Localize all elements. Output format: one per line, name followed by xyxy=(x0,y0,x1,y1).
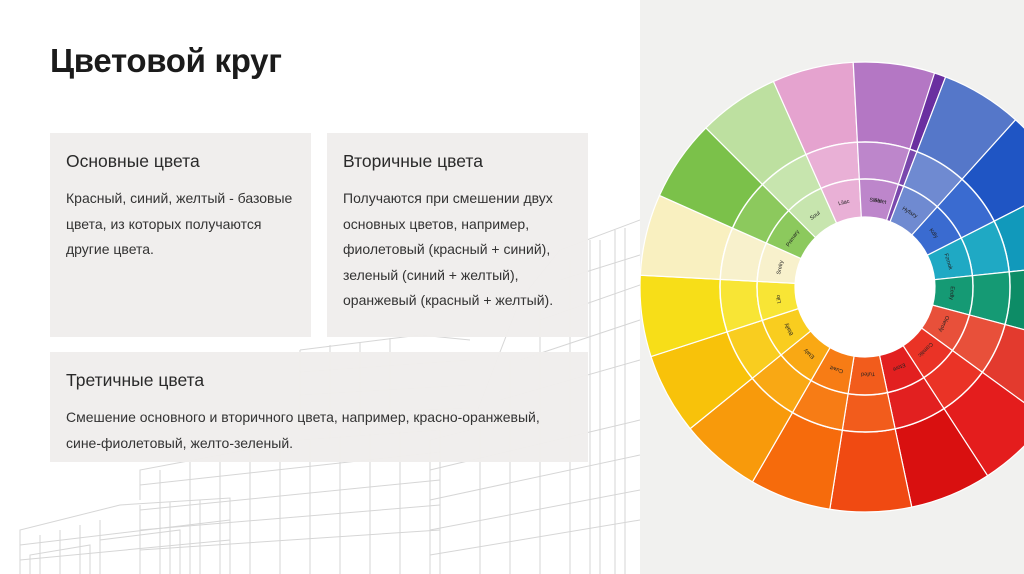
wheel-label: Blaily xyxy=(783,322,795,337)
primary-colors-heading: Основные цвета xyxy=(66,151,200,171)
secondary-colors-text: Получаются при смешении двух основных цв… xyxy=(343,190,554,308)
wheel-label: Soul xyxy=(809,210,821,221)
wheel-label: Etore xyxy=(892,361,906,372)
wheel-ring-line xyxy=(719,141,1011,433)
tertiary-colors-text: Смешение основного и вторичного цвета, н… xyxy=(66,409,540,451)
primary-colors-text: Красный, синий, желтый - базовые цвета, … xyxy=(66,190,293,257)
primary-colors-card: Основные цвета Красный, синий, желтый - … xyxy=(50,133,311,337)
wheel-label: Sleet xyxy=(873,198,887,206)
wheel-middle-segment xyxy=(841,391,896,433)
wheel-label: Tufed xyxy=(861,370,875,376)
color-wheel-graphic: SleetHyfazyKdlyFzrnokEedlyOlerolyComitic… xyxy=(640,61,1024,513)
tertiary-colors-heading: Третичные цвета xyxy=(66,370,205,390)
page-title: Цветовой круг xyxy=(50,42,282,79)
wheel-ring-line xyxy=(756,178,974,396)
wheel-label: Kdly xyxy=(928,228,939,240)
wheel-center-disc xyxy=(795,217,935,357)
wheel-label: Cuwit xyxy=(829,364,844,374)
wheel-label: Srelry xyxy=(776,260,785,276)
secondary-colors-card: Вторичные цвета Получаются при смешении … xyxy=(327,133,588,337)
wheel-label: Sleet xyxy=(869,197,883,205)
wheel-label: Lilac xyxy=(838,199,851,208)
wheel-label: Fzrnok xyxy=(942,253,953,271)
color-wheel-photo: Sleet Hyfazy Kdly Fzrnok Eedly Oleroly Comitic… xyxy=(640,0,1024,574)
secondary-colors-heading: Вторичные цвета xyxy=(343,151,483,171)
wheel-label: Eedly xyxy=(948,286,955,300)
wheel-label: Lilo xyxy=(776,294,783,303)
tertiary-colors-card: Третичные цвета Смешение основного и вто… xyxy=(50,352,588,462)
